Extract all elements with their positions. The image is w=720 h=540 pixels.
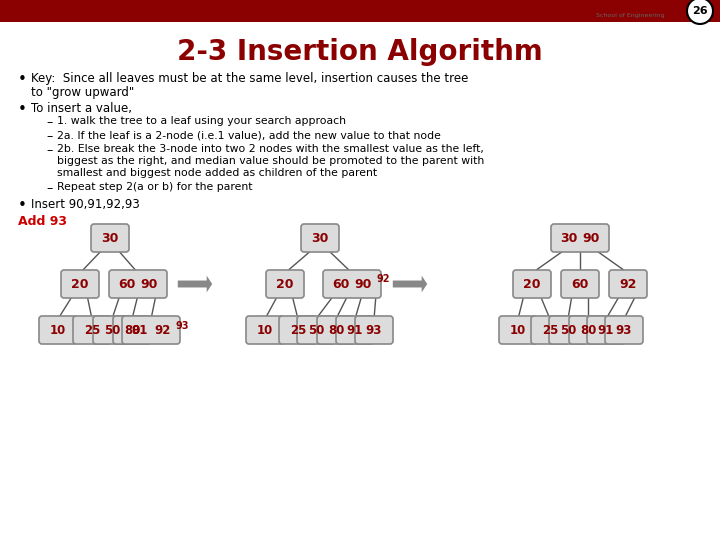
FancyBboxPatch shape: [551, 224, 609, 252]
FancyBboxPatch shape: [266, 270, 304, 298]
FancyBboxPatch shape: [531, 316, 569, 344]
Text: 91: 91: [131, 323, 148, 336]
Text: 25: 25: [290, 323, 306, 336]
FancyBboxPatch shape: [61, 270, 99, 298]
Text: to "grow upward": to "grow upward": [31, 86, 134, 99]
Text: 2b. Else break the 3-node into two 2 nodes with the smallest value as the left,: 2b. Else break the 3-node into two 2 nod…: [57, 144, 484, 154]
Text: 60: 60: [571, 278, 589, 291]
Text: 30: 30: [560, 232, 577, 245]
Text: 20: 20: [276, 278, 294, 291]
Text: 92: 92: [377, 274, 390, 284]
Text: 60: 60: [118, 278, 135, 291]
FancyBboxPatch shape: [91, 224, 129, 252]
Text: 91: 91: [347, 323, 363, 336]
Text: 93: 93: [616, 323, 632, 336]
FancyBboxPatch shape: [513, 270, 551, 298]
Text: 60: 60: [332, 278, 349, 291]
FancyBboxPatch shape: [109, 270, 167, 298]
FancyBboxPatch shape: [246, 316, 284, 344]
Text: School of Engineering: School of Engineering: [596, 12, 665, 17]
Circle shape: [687, 0, 713, 24]
Text: 2-3 Insertion Algorithm: 2-3 Insertion Algorithm: [177, 38, 543, 66]
Text: 10: 10: [257, 323, 273, 336]
Text: 93: 93: [175, 321, 189, 331]
Text: –: –: [46, 182, 53, 195]
FancyBboxPatch shape: [0, 0, 720, 22]
Text: 93: 93: [366, 323, 382, 336]
Text: 50: 50: [560, 323, 576, 336]
Text: •: •: [18, 198, 27, 213]
Text: –: –: [46, 130, 53, 143]
FancyBboxPatch shape: [113, 316, 151, 344]
FancyBboxPatch shape: [561, 270, 599, 298]
FancyBboxPatch shape: [587, 316, 625, 344]
Text: biggest as the right, and median value should be promoted to the parent with: biggest as the right, and median value s…: [57, 156, 485, 166]
Text: 25: 25: [84, 323, 100, 336]
Text: •: •: [18, 72, 27, 87]
FancyBboxPatch shape: [355, 316, 393, 344]
Text: 80: 80: [124, 323, 140, 336]
FancyBboxPatch shape: [73, 316, 111, 344]
Text: 50: 50: [104, 323, 120, 336]
Text: 50: 50: [308, 323, 324, 336]
Text: –: –: [46, 116, 53, 129]
Text: 80: 80: [580, 323, 596, 336]
Text: 91: 91: [598, 323, 614, 336]
Text: •: •: [18, 102, 27, 117]
FancyBboxPatch shape: [39, 316, 77, 344]
FancyBboxPatch shape: [605, 316, 643, 344]
Text: 1. walk the tree to a leaf using your search approach: 1. walk the tree to a leaf using your se…: [57, 116, 346, 126]
Text: Viterbi: Viterbi: [613, 0, 654, 12]
FancyBboxPatch shape: [499, 316, 537, 344]
Text: 80: 80: [328, 323, 344, 336]
Text: To insert a value,: To insert a value,: [31, 102, 132, 115]
Text: 20: 20: [71, 278, 89, 291]
Text: 25: 25: [542, 323, 558, 336]
Text: 90: 90: [355, 278, 372, 291]
Text: Key:  Since all leaves must be at the same level, insertion causes the tree: Key: Since all leaves must be at the sam…: [31, 72, 469, 85]
FancyBboxPatch shape: [297, 316, 335, 344]
Text: 90: 90: [582, 232, 600, 245]
FancyBboxPatch shape: [323, 270, 381, 298]
FancyBboxPatch shape: [336, 316, 374, 344]
FancyBboxPatch shape: [279, 316, 317, 344]
Text: 92: 92: [154, 323, 171, 336]
Text: Add 93: Add 93: [18, 215, 67, 228]
FancyBboxPatch shape: [301, 224, 339, 252]
Text: Insert 90,91,92,93: Insert 90,91,92,93: [31, 198, 140, 211]
Text: 20: 20: [523, 278, 541, 291]
Text: USC: USC: [590, 0, 618, 12]
Text: 10: 10: [50, 323, 66, 336]
Text: Repeat step 2(a or b) for the parent: Repeat step 2(a or b) for the parent: [57, 182, 253, 192]
FancyBboxPatch shape: [609, 270, 647, 298]
FancyBboxPatch shape: [317, 316, 355, 344]
Text: 92: 92: [619, 278, 636, 291]
FancyBboxPatch shape: [549, 316, 587, 344]
Text: 2a. If the leaf is a 2-node (i.e.1 value), add the new value to that node: 2a. If the leaf is a 2-node (i.e.1 value…: [57, 130, 441, 140]
Text: 90: 90: [140, 278, 158, 291]
Text: 10: 10: [510, 323, 526, 336]
FancyBboxPatch shape: [93, 316, 131, 344]
FancyBboxPatch shape: [569, 316, 607, 344]
Text: –: –: [46, 144, 53, 157]
Text: smallest and biggest node added as children of the parent: smallest and biggest node added as child…: [57, 168, 377, 178]
Text: 30: 30: [311, 232, 329, 245]
Text: 26: 26: [692, 6, 708, 16]
Text: 30: 30: [102, 232, 119, 245]
FancyBboxPatch shape: [122, 316, 180, 344]
